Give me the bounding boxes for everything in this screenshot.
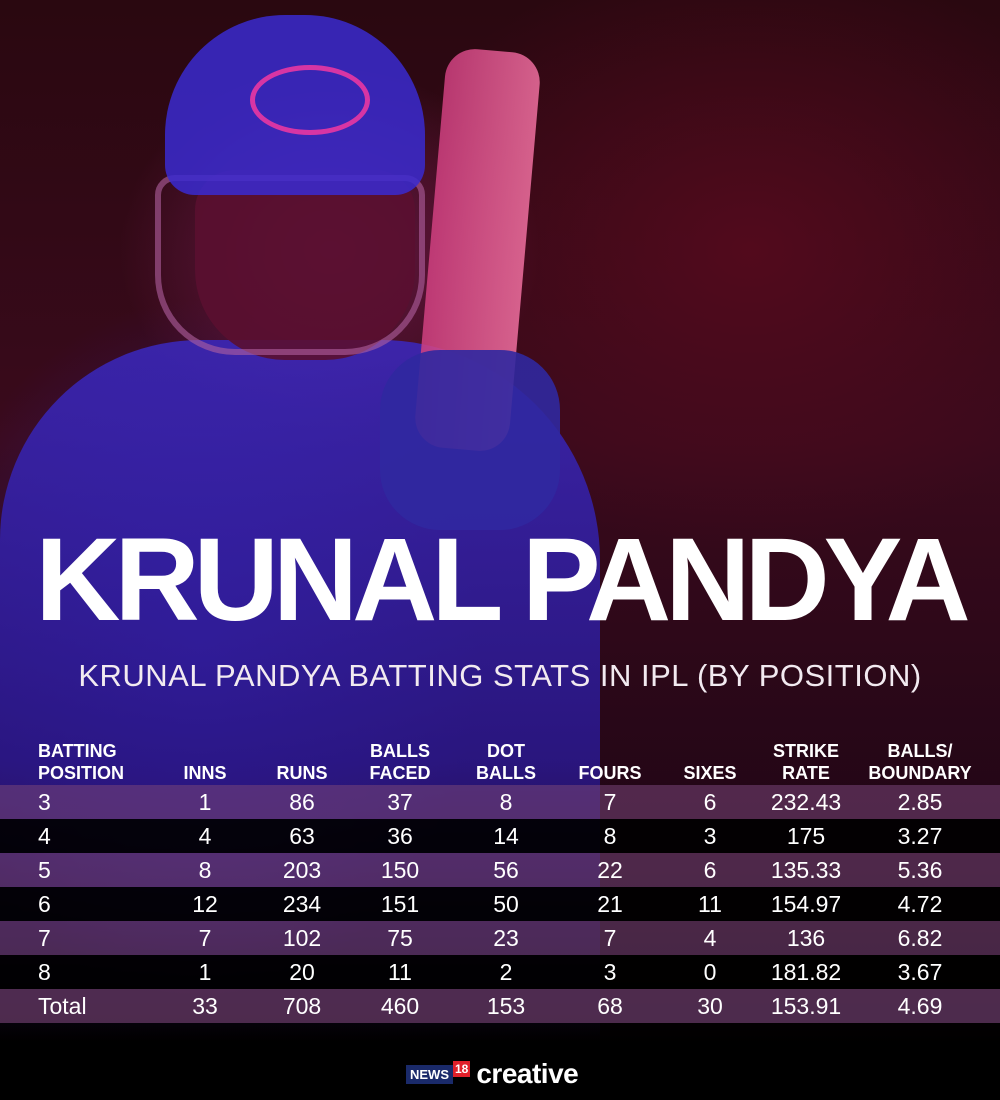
table-cell: 3 [703, 823, 717, 849]
column-header: SIXES [683, 763, 737, 783]
column-header: FOURS [578, 763, 642, 783]
table-row: 3 1 86 37 8 7 6 232.43 2.85 [0, 785, 1000, 819]
table-cell: 8 [38, 959, 51, 985]
table-row: 4 4 63 36 14 8 3 175 3.27 [0, 819, 1000, 853]
table-cell: 153.91 [770, 993, 842, 1019]
table-cell: 460 [380, 993, 420, 1019]
news18-creative-logo: NEWS 18 creative [406, 1058, 579, 1090]
table-cell: 5 [38, 857, 51, 883]
table-cell: 7 [603, 925, 617, 951]
table-cell: 22 [597, 857, 623, 883]
table-cell: 86 [289, 789, 315, 815]
table-cell: 75 [387, 925, 413, 951]
table-cell: 56 [493, 857, 519, 883]
table-cell: 150 [380, 857, 420, 883]
table-cell: 4 [703, 925, 717, 951]
table-cell: 63 [289, 823, 315, 849]
table-cell: 136 [786, 925, 826, 951]
page-subtitle: KRUNAL PANDYA BATTING STATS IN IPL (BY P… [78, 658, 922, 693]
table-cell: 0 [703, 959, 717, 985]
table-cell: 11 [388, 959, 412, 985]
table-body: 3 1 86 37 8 7 6 232.43 2.85 4 4 63 36 14 8 3 175 3.27 5 8 20… [0, 785, 1000, 1023]
table-cell: 203 [282, 857, 322, 883]
column-header: STRIKE RATE [772, 741, 840, 783]
table-row: 7 7 102 75 23 7 4 136 6.82 [0, 921, 1000, 955]
table-cell: 7 [198, 925, 212, 951]
table-cell: 6 [703, 857, 717, 883]
column-header: BATTING POSITION [38, 741, 125, 783]
table-cell: 153 [486, 993, 526, 1019]
total-row: Total 33 708 460 153 68 30 153.91 4.69 [0, 989, 1000, 1023]
table-cell: 12 [192, 891, 218, 917]
column-header: INNS [183, 763, 227, 783]
table-cell: 3 [603, 959, 617, 985]
table-cell: 50 [493, 891, 519, 917]
glove-image [380, 350, 560, 530]
table-cell: 8 [603, 823, 617, 849]
table-row: 5 8 203 150 56 22 6 135.33 5.36 [0, 853, 1000, 887]
table-cell: 21 [597, 891, 623, 917]
table-cell: 2 [499, 959, 513, 985]
table-cell: 5.36 [897, 857, 943, 883]
column-header: DOT BALLS [476, 741, 536, 783]
table-cell: 175 [786, 823, 826, 849]
table-cell: 4.72 [897, 891, 943, 917]
table-row: 8 1 20 11 2 3 0 181.82 3.67 [0, 955, 1000, 989]
column-header: BALLS FACED [369, 741, 431, 783]
table-cell: 14 [493, 823, 519, 849]
table-cell: 8 [198, 857, 212, 883]
table-cell: 68 [597, 993, 623, 1019]
table-cell: 151 [380, 891, 420, 917]
table-header: BATTING POSITION INNS RUNS BALLS FACED DOT B… [0, 718, 1000, 784]
table-cell: 3 [38, 789, 51, 815]
table-cell: 154.97 [770, 891, 842, 917]
table-cell: 8 [499, 789, 513, 815]
table-cell: 232.43 [770, 789, 842, 815]
table-cell: 2.85 [897, 789, 943, 815]
table-cell: 33 [192, 993, 218, 1019]
table-cell: 6 [703, 789, 717, 815]
team-logo-image [250, 65, 370, 135]
table-cell: 6 [38, 891, 51, 917]
table-cell: 102 [282, 925, 322, 951]
table-cell: 3.27 [897, 823, 943, 849]
table-cell: 135.33 [770, 857, 842, 883]
table-cell: 3.67 [897, 959, 943, 985]
table-cell: 23 [493, 925, 519, 951]
table-cell: 30 [697, 993, 723, 1019]
table-cell: 36 [387, 823, 413, 849]
logo-news: NEWS [406, 1064, 453, 1084]
table-cell: 11 [698, 891, 722, 917]
page-title: KRUNAL PANDYA [35, 514, 971, 646]
table-cell: 7 [603, 789, 617, 815]
table-cell: 234 [282, 891, 322, 917]
table-cell: 4 [38, 823, 51, 849]
table-cell: 708 [282, 993, 322, 1019]
table-cell: 1 [198, 959, 212, 985]
helmet-grille-image [155, 175, 425, 355]
column-header: BALLS/ BOUNDARY [868, 741, 972, 783]
table-cell: 1 [198, 789, 212, 815]
column-header: RUNS [276, 763, 328, 783]
logo-18: 18 [453, 1061, 471, 1077]
table-cell: 4.69 [897, 993, 943, 1019]
table-cell: 7 [38, 925, 51, 951]
table-cell: Total [38, 993, 87, 1019]
table-cell: 4 [198, 823, 212, 849]
logo-creative: creative [476, 1058, 579, 1089]
table-cell: 37 [387, 789, 413, 815]
table-cell: 20 [289, 959, 315, 985]
table-row: 6 12 234 151 50 21 11 154.97 4.72 [0, 887, 1000, 921]
table-cell: 181.82 [770, 959, 842, 985]
stats-table: BATTING POSITION INNS RUNS BALLS FACED DOT B… [0, 718, 1000, 1023]
table-cell: 6.82 [897, 925, 943, 951]
